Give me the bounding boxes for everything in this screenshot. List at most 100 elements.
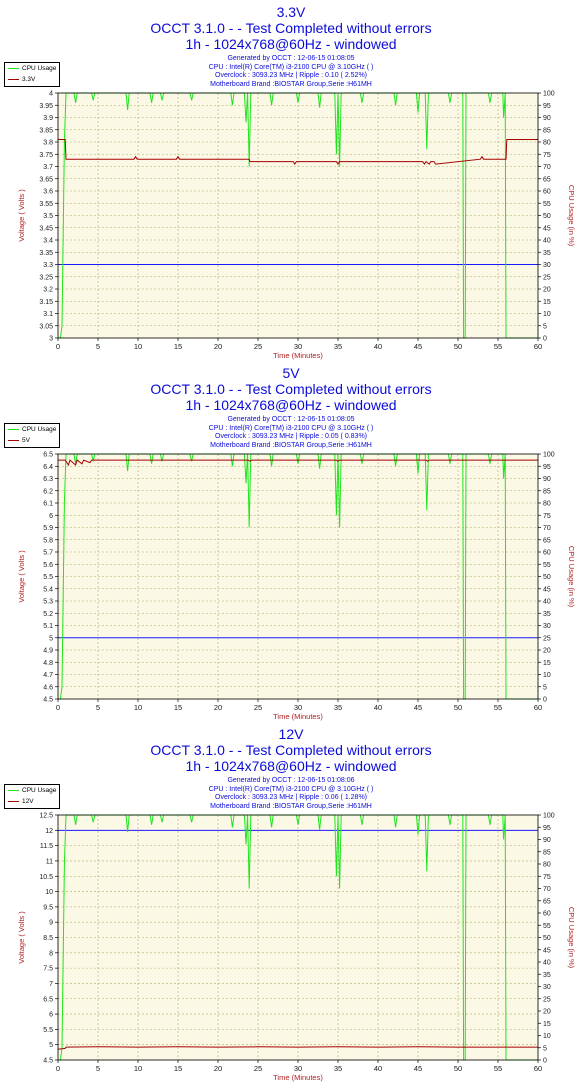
y-tick-label: 3.85 [39, 127, 53, 134]
y2-tick-label: 65 [543, 537, 551, 544]
legend-label-cpu: CPU Usage [22, 65, 57, 72]
x-tick-label: 45 [414, 1064, 422, 1073]
y2-tick-label: 35 [543, 611, 551, 618]
y-tick-label: 7 [49, 981, 53, 988]
y-tick-label: 5 [49, 1042, 53, 1049]
x-tick-label: 25 [254, 1064, 262, 1073]
legend-label-voltage: 5V [22, 437, 30, 444]
chart-heading: 3.3V [276, 4, 306, 20]
y-tick-label: 3.6 [43, 189, 53, 196]
y2-tick-label: 45 [543, 947, 551, 954]
y2-tick-label: 75 [543, 874, 551, 881]
x-tick-label: 30 [294, 703, 302, 712]
y-tick-label: 6.3 [43, 476, 53, 483]
info-generated: Generated by OCCT : 12-06-15 01:08:06 [227, 777, 355, 784]
y-tick-label: 3.65 [39, 176, 53, 183]
y-axis-label: Voltage ( Volts ) [17, 189, 26, 242]
y-tick-label: 8.5 [43, 935, 53, 942]
x-tick-label: 10 [134, 1064, 142, 1073]
y2-tick-label: 0 [543, 1058, 547, 1065]
x-tick-label: 50 [454, 342, 462, 351]
y2-tick-label: 0 [543, 336, 547, 343]
y2-tick-label: 90 [543, 115, 551, 122]
y-tick-label: 11.5 [40, 843, 53, 850]
x-tick-label: 40 [374, 1064, 382, 1073]
y-tick-label: 6.2 [43, 488, 53, 495]
plot-frame [57, 92, 539, 339]
legend-swatch-voltage [8, 440, 19, 441]
y-tick-label: 3.45 [39, 225, 53, 232]
y2-tick-label: 60 [543, 911, 551, 918]
y-tick-label: 3.25 [39, 274, 53, 281]
y2-tick-label: 70 [543, 164, 551, 171]
y2-tick-label: 20 [543, 287, 551, 294]
series-voltage [57, 1046, 538, 1050]
legend-item-cpu: CPU Usage [5, 424, 59, 435]
chart-legend: CPU Usage 12V [4, 784, 60, 809]
y-tick-label: 3.7 [43, 164, 53, 171]
legend-swatch-cpu [8, 429, 19, 430]
y-tick-label: 4 [49, 91, 53, 98]
chart-subtitle: 1h - 1024x768@60Hz - windowed [185, 758, 397, 774]
y2-tick-label: 30 [543, 984, 551, 991]
x-tick-label: 15 [174, 342, 182, 351]
y-tick-label: 4.6 [43, 684, 53, 691]
chart-svg-5v: 0 5 10 15 20 25 30 35 40 45 50 55 604.54.64.74.84.95… [17, 452, 576, 722]
y2-tick-label: 15 [543, 299, 551, 306]
chart-heading: 5V [282, 365, 300, 381]
y-tick-label: 4.5 [43, 1058, 53, 1065]
x-tick-label: 35 [334, 703, 342, 712]
y2-tick-label: 45 [543, 225, 551, 232]
x-tick-label: 5 [96, 1064, 100, 1073]
y2-tick-label: 25 [543, 996, 551, 1003]
y2-tick-label: 20 [543, 648, 551, 655]
y2-tick-label: 85 [543, 849, 551, 856]
y2-tick-label: 50 [543, 935, 551, 942]
y-tick-label: 12 [45, 828, 53, 835]
chart-svg-12v: 0 5 10 15 20 25 30 35 40 45 50 55 604.555.566.577.58… [17, 813, 576, 1083]
y2-tick-label: 65 [543, 898, 551, 905]
y2-axis-label: CPU Usage (in %) [567, 185, 576, 247]
legend-item-voltage: 5V [5, 435, 59, 446]
legend-item-cpu: CPU Usage [5, 785, 59, 796]
y2-tick-label: 90 [543, 476, 551, 483]
y-tick-label: 6 [49, 513, 53, 520]
y-tick-label: 9 [49, 920, 53, 927]
y-tick-label: 3.15 [39, 299, 53, 306]
info-motherboard: Motherboard Brand :BIOSTAR Group,Serie :… [210, 802, 372, 810]
y2-tick-label: 60 [543, 189, 551, 196]
x-tick-label: 25 [254, 342, 262, 351]
y2-tick-label: 15 [543, 1021, 551, 1028]
x-tick-label: 55 [494, 342, 502, 351]
chart-panel-3v: 0 5 10 15 20 25 30 35 40 45 50 55 60 3 3.05 3.1 3.15 3.2 3… [0, 0, 582, 361]
x-tick-label: 50 [454, 1064, 462, 1073]
y-tick-label: 3.2 [43, 287, 53, 294]
y2-tick-label: 10 [543, 311, 551, 318]
y2-tick-label: 35 [543, 250, 551, 257]
x-tick-label: 35 [334, 342, 342, 351]
chart-title: OCCT 3.1.0 - - Test Completed without er… [150, 20, 432, 36]
y2-tick-label: 60 [543, 550, 551, 557]
series-voltage [58, 459, 538, 467]
y2-tick-label: 10 [543, 672, 551, 679]
y-tick-label: 3.1 [43, 311, 53, 318]
y-tick-label: 6.1 [43, 501, 53, 508]
y2-tick-label: 70 [543, 525, 551, 532]
y2-tick-label: 50 [543, 213, 551, 220]
info-cpu: CPU : Intel(R) Core(TM) i3-2100 CPU @ 3.… [208, 785, 374, 793]
y2-axis-label: CPU Usage (in %) [567, 546, 576, 608]
y2-tick-label: 95 [543, 825, 551, 832]
y2-axis-label: CPU Usage (in %) [567, 907, 576, 969]
legend-label-cpu: CPU Usage [22, 426, 57, 433]
x-tick-label: 10 [134, 342, 142, 351]
y-tick-label: 6.5 [43, 452, 53, 459]
y2-tick-label: 55 [543, 201, 551, 208]
x-tick-label: 45 [414, 703, 422, 712]
x-tick-label: 60 [534, 1064, 542, 1073]
x-tick-label: 55 [494, 1064, 502, 1073]
y2-tick-label: 20 [543, 1009, 551, 1016]
y-tick-label: 10 [45, 889, 53, 896]
legend-swatch-voltage [8, 801, 19, 802]
y-tick-label: 5 [49, 635, 53, 642]
y-tick-label: 9.5 [43, 904, 53, 911]
